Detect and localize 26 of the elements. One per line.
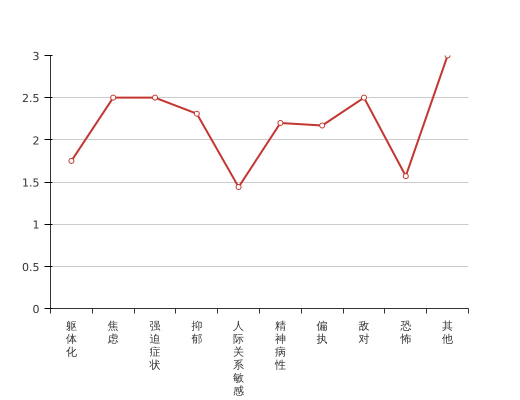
y-tick-label: 2.5 [22, 92, 40, 106]
x-tick-label: 偏执 [316, 320, 328, 346]
point [152, 94, 158, 101]
point [361, 94, 367, 101]
x-tick-label: 人际关系敏感 [233, 320, 244, 398]
x-tick-label: 敌对 [358, 320, 370, 346]
point [277, 120, 284, 126]
point [194, 110, 200, 117]
x-tick-label: 强迫症状 [148, 320, 160, 372]
y-tick-label: 1.5 [22, 176, 40, 190]
x-tick-label: 躯体化 [66, 320, 77, 358]
point [402, 173, 409, 180]
point [236, 184, 242, 190]
x-tick-label: 抑郁 [191, 320, 202, 346]
y-tick-label: 1 [32, 218, 40, 232]
y-tick-label: 3 [32, 50, 40, 63]
x-tick-label: 其他 [442, 320, 454, 346]
y-tick-label: 2 [32, 134, 40, 148]
x-tick-label: 精神病性 [274, 320, 286, 372]
point [319, 122, 326, 128]
point [68, 158, 74, 164]
x-tick-label: 焦虑 [108, 320, 119, 346]
point [110, 94, 116, 101]
y-tick-label: 0.5 [22, 260, 40, 274]
y-tick-label: 0 [32, 303, 40, 316]
x-tick-label: 恐怖 [399, 320, 412, 346]
